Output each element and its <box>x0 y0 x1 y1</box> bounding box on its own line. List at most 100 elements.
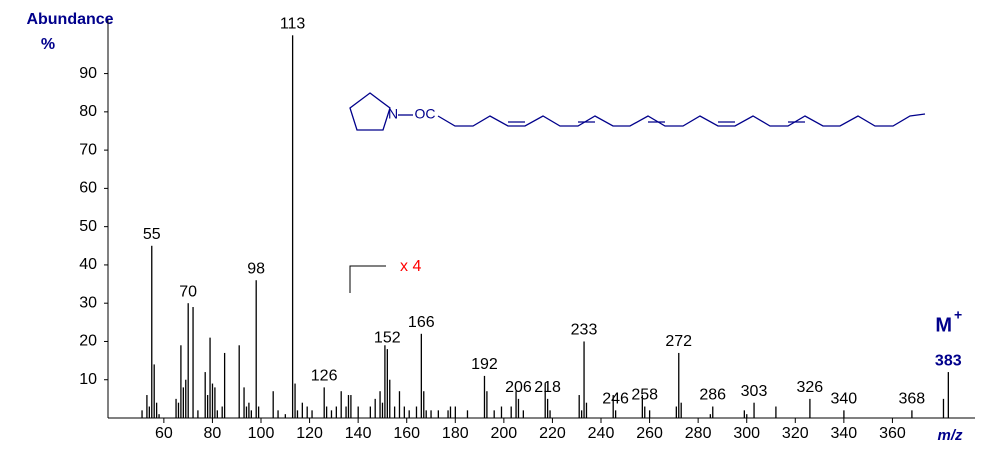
y-tick-label: 90 <box>79 65 97 82</box>
peak-label: 218 <box>534 379 561 396</box>
magnification-marker <box>349 265 386 293</box>
x-tick-label: 120 <box>296 425 323 442</box>
peak <box>255 280 257 418</box>
molecular-ion-label: M <box>935 314 952 336</box>
peak <box>175 398 177 418</box>
peak <box>345 406 347 418</box>
peak-label: 340 <box>831 391 858 408</box>
y-axis-label: Abundance <box>26 11 113 28</box>
y-axis-unit: % <box>41 36 55 53</box>
peak <box>294 383 296 418</box>
peak-label: 246 <box>602 391 629 408</box>
peak <box>340 391 342 418</box>
peak <box>221 406 223 418</box>
peak-label: 286 <box>699 387 726 404</box>
peak-label: 233 <box>571 322 598 339</box>
peak <box>386 349 388 418</box>
x-tick-label: 300 <box>733 425 760 442</box>
structure <box>349 92 926 131</box>
peak <box>753 402 755 418</box>
peak <box>141 410 143 418</box>
peak <box>517 398 520 418</box>
peak <box>216 410 218 418</box>
peak <box>466 410 469 418</box>
peak <box>743 410 745 418</box>
y-tick-label: 70 <box>79 141 97 158</box>
peak <box>182 387 184 418</box>
peak <box>510 406 512 418</box>
peak <box>544 383 546 418</box>
peak <box>809 398 811 418</box>
peak <box>180 345 182 418</box>
peak <box>197 410 199 418</box>
x-tick-label: 160 <box>393 425 420 442</box>
peak <box>381 402 384 418</box>
peak <box>712 406 714 418</box>
peak <box>425 410 427 418</box>
y-tick-label: 80 <box>79 103 97 120</box>
peak <box>347 395 350 418</box>
peak <box>155 402 158 418</box>
x-tick-label: 260 <box>636 425 663 442</box>
peak-label: 126 <box>311 368 338 385</box>
peak <box>578 395 580 418</box>
peak <box>430 410 432 418</box>
peak <box>408 410 410 418</box>
peak <box>384 345 386 418</box>
peak <box>187 303 189 418</box>
peak <box>330 410 333 418</box>
peak <box>272 391 274 418</box>
peak <box>296 410 299 418</box>
peak <box>153 364 155 418</box>
peak <box>403 406 405 418</box>
peak-label: 258 <box>631 387 658 404</box>
x-tick-label: 100 <box>248 425 275 442</box>
peak <box>644 406 646 418</box>
peak <box>248 402 250 418</box>
peak <box>284 414 286 418</box>
peak-label: 192 <box>471 356 498 373</box>
peak <box>146 395 148 418</box>
peak <box>415 406 418 418</box>
peak <box>291 35 294 419</box>
peak <box>223 352 226 418</box>
peak <box>206 395 209 418</box>
x-axis-label: m/z <box>937 427 963 444</box>
peak <box>245 406 248 418</box>
peak <box>423 391 425 418</box>
peak <box>447 410 449 418</box>
peak <box>614 410 617 418</box>
peak <box>583 341 585 418</box>
peak <box>389 379 391 418</box>
peak-label: 98 <box>247 260 265 277</box>
x-tick-label: 360 <box>879 425 906 442</box>
x-tick-label: 140 <box>345 425 372 442</box>
peak <box>204 372 206 418</box>
peak <box>177 402 180 418</box>
peak <box>515 391 517 418</box>
x-tick-label: 320 <box>782 425 809 442</box>
peak <box>746 414 748 418</box>
peak-label: 55 <box>143 226 161 243</box>
peak <box>148 406 150 418</box>
pyrrolidine-ring <box>349 92 391 131</box>
amine-atom: N <box>388 106 398 122</box>
peak <box>185 379 187 418</box>
peak <box>675 406 677 418</box>
peak <box>192 307 194 418</box>
peak <box>325 406 328 418</box>
peak <box>843 410 845 418</box>
peak <box>709 414 711 418</box>
x-tick-label: 280 <box>685 425 712 442</box>
peak-label: 113 <box>280 16 306 33</box>
peak <box>641 395 643 418</box>
peak <box>522 410 524 418</box>
x-tick-label: 80 <box>204 425 222 442</box>
peak <box>243 387 245 418</box>
peak <box>393 406 396 418</box>
peak <box>158 414 160 418</box>
x-tick-label: 200 <box>491 425 518 442</box>
peak <box>311 410 313 418</box>
peak-label: 152 <box>374 329 401 346</box>
